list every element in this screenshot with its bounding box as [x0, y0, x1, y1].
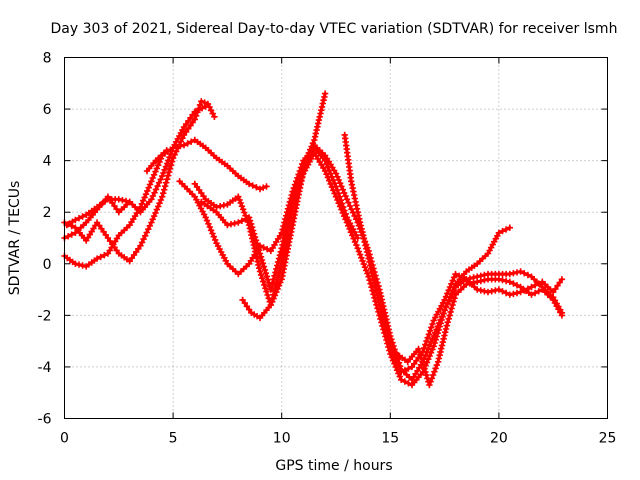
y-axis-label: SDTVAR / TECUs [7, 181, 23, 296]
series-markers [63, 196, 133, 229]
plot-frame [64, 57, 608, 419]
y-tick-label: 2 [43, 205, 52, 221]
x-tick-label: 15 [381, 431, 399, 447]
y-tick-label: 6 [43, 102, 52, 118]
y-tick-label: 0 [43, 257, 52, 273]
grid-lines [64, 57, 608, 419]
series-track-11 [393, 276, 566, 389]
series-markers [341, 131, 566, 376]
y-tick-label: 4 [43, 154, 52, 170]
series-markers [143, 147, 170, 175]
data-series [61, 90, 566, 389]
x-axis-label: GPS time / hours [275, 458, 392, 474]
y-tick-label: -6 [38, 412, 52, 428]
y-tick-label: 8 [43, 51, 52, 67]
y-tick-label: -2 [38, 308, 52, 324]
x-tick-label: 0 [60, 431, 69, 447]
chart-title: Day 303 of 2021, Sidereal Day-to-day VTE… [51, 21, 618, 37]
series-markers [393, 276, 566, 389]
series-track-6 [176, 144, 361, 278]
x-tick-label: 25 [599, 431, 617, 447]
axis-ticks [64, 57, 608, 419]
y-tick-label: -4 [38, 360, 52, 376]
axis-tick-labels: 0 5 10 15 20 25 -6 -4 -2 0 2 4 6 8 [38, 51, 617, 447]
series-markers [176, 144, 361, 278]
series-track-5 [143, 147, 170, 175]
x-tick-label: 20 [490, 431, 508, 447]
series-track-4 [63, 196, 133, 229]
plot-area-border [64, 57, 608, 419]
x-tick-label: 10 [273, 431, 291, 447]
x-tick-label: 5 [169, 431, 178, 447]
